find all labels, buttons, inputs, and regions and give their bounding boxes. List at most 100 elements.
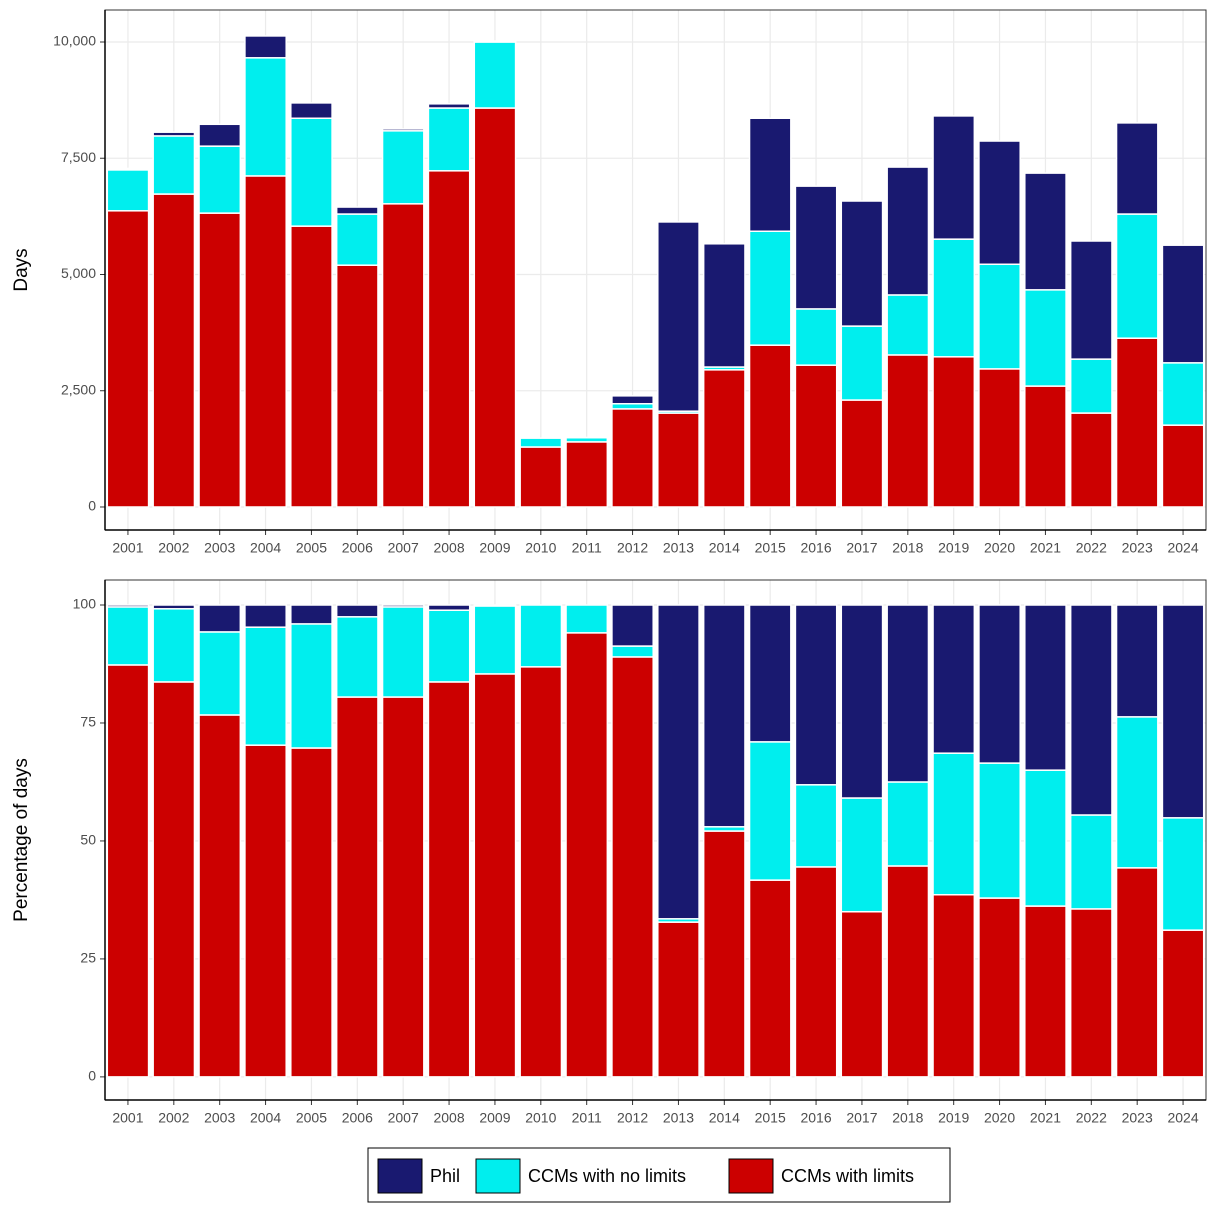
bar-segment: [657, 221, 700, 412]
bar-segment: [290, 225, 333, 508]
x-tick-label: 2014: [709, 1110, 740, 1126]
bar-segment: [381, 696, 425, 1078]
bar-segment: [611, 645, 654, 658]
bar-segment: [1115, 122, 1159, 215]
bar-segment: [244, 175, 287, 508]
x-tick-label: 2021: [1030, 1110, 1061, 1126]
bar-segment: [198, 604, 242, 633]
bar-segment: [427, 107, 471, 172]
bar-segment: [519, 666, 563, 1078]
bar-segment: [886, 166, 930, 296]
bar-segment: [381, 203, 425, 508]
bar-segment: [1161, 604, 1205, 819]
x-tick-label: 2015: [755, 540, 786, 556]
x-tick-label: 2018: [892, 1110, 923, 1126]
bar-segment: [335, 264, 379, 508]
bar-segment: [748, 604, 792, 743]
bar-segment: [611, 604, 654, 647]
legend-label: Phil: [430, 1166, 460, 1186]
bar-segment: [1024, 604, 1067, 771]
y-tick-label: 5,000: [61, 265, 96, 281]
legend-key: [377, 1158, 423, 1194]
x-tick-label: 2022: [1076, 540, 1107, 556]
y-tick-label: 75: [80, 714, 96, 730]
bar-segment: [244, 604, 287, 628]
bar-segment: [978, 897, 1021, 1078]
x-tick-label: 2017: [846, 1110, 877, 1126]
y-axis-label: Percentage of days: [11, 758, 32, 922]
bar-segment: [1069, 412, 1113, 508]
x-tick-label: 2022: [1076, 1110, 1107, 1126]
bar-segment: [1161, 244, 1205, 364]
bar-segment: [840, 604, 884, 799]
bar-segment: [381, 130, 425, 205]
bar-segment: [152, 608, 196, 683]
y-tick-label: 100: [73, 596, 97, 612]
bar-segment: [1115, 604, 1159, 718]
bar-segment: [840, 325, 884, 401]
bar-segment: [978, 368, 1021, 508]
bar-segment: [1024, 385, 1067, 508]
bar-segment: [198, 212, 242, 508]
x-tick-label: 2007: [388, 540, 419, 556]
x-tick-label: 2024: [1167, 540, 1198, 556]
y-tick-label: 0: [88, 1068, 96, 1084]
bar-segment: [565, 604, 609, 634]
bar-segment: [1069, 604, 1113, 816]
bar-segment: [198, 123, 242, 147]
bar-segment: [932, 893, 976, 1078]
bar-segment: [473, 107, 517, 508]
x-tick-label: 2006: [342, 540, 373, 556]
bar-segment: [794, 185, 838, 310]
bar-segment: [1161, 817, 1205, 931]
x-tick-label: 2011: [572, 540, 602, 556]
x-tick-label: 2009: [479, 1110, 510, 1126]
x-tick-label: 2012: [617, 540, 648, 556]
bar-segment: [657, 604, 700, 920]
bar-segment: [427, 103, 471, 109]
x-tick-label: 2002: [158, 540, 189, 556]
bar-segment: [244, 744, 287, 1078]
bar-segment: [152, 131, 196, 137]
bar-segment: [290, 747, 333, 1078]
bar-segment: [978, 604, 1021, 764]
bar-segment: [978, 140, 1021, 266]
bar-segment: [794, 604, 838, 786]
bar-segment: [473, 673, 517, 1078]
bar-segment: [1161, 929, 1205, 1078]
x-tick-label: 2015: [755, 1110, 786, 1126]
x-tick-label: 2013: [663, 1110, 694, 1126]
bar-segment: [1161, 424, 1205, 508]
x-tick-label: 2013: [663, 540, 694, 556]
bar-segment: [657, 921, 700, 1078]
bar-segment: [748, 344, 792, 508]
bar-segment: [335, 213, 379, 266]
bar-segment: [519, 446, 563, 508]
legend-label: CCMs with limits: [781, 1166, 914, 1186]
bar-segment: [978, 762, 1021, 899]
bar-segment: [1115, 867, 1159, 1078]
bar-segment: [519, 437, 563, 448]
bar-segment: [611, 656, 654, 1078]
bar-segment: [1024, 172, 1067, 291]
bar-segment: [748, 879, 792, 1078]
bar-segment: [840, 399, 884, 508]
x-tick-label: 2002: [158, 1110, 189, 1126]
x-tick-label: 2017: [846, 540, 877, 556]
bar-segment: [1024, 769, 1067, 907]
bar-segment: [886, 604, 930, 783]
bar-segment: [427, 170, 471, 508]
bar-segment: [886, 781, 930, 867]
bar-segment: [244, 57, 287, 177]
bar-segment: [886, 865, 930, 1078]
x-tick-label: 2019: [938, 1110, 969, 1126]
bar-segment: [290, 623, 333, 749]
x-tick-label: 2014: [709, 540, 740, 556]
legend-key: [728, 1158, 774, 1194]
bar-segment: [794, 866, 838, 1078]
x-tick-label: 2003: [204, 1110, 235, 1126]
bar-segment: [335, 696, 379, 1078]
bar-segment: [611, 403, 654, 410]
bar-segment: [886, 294, 930, 356]
